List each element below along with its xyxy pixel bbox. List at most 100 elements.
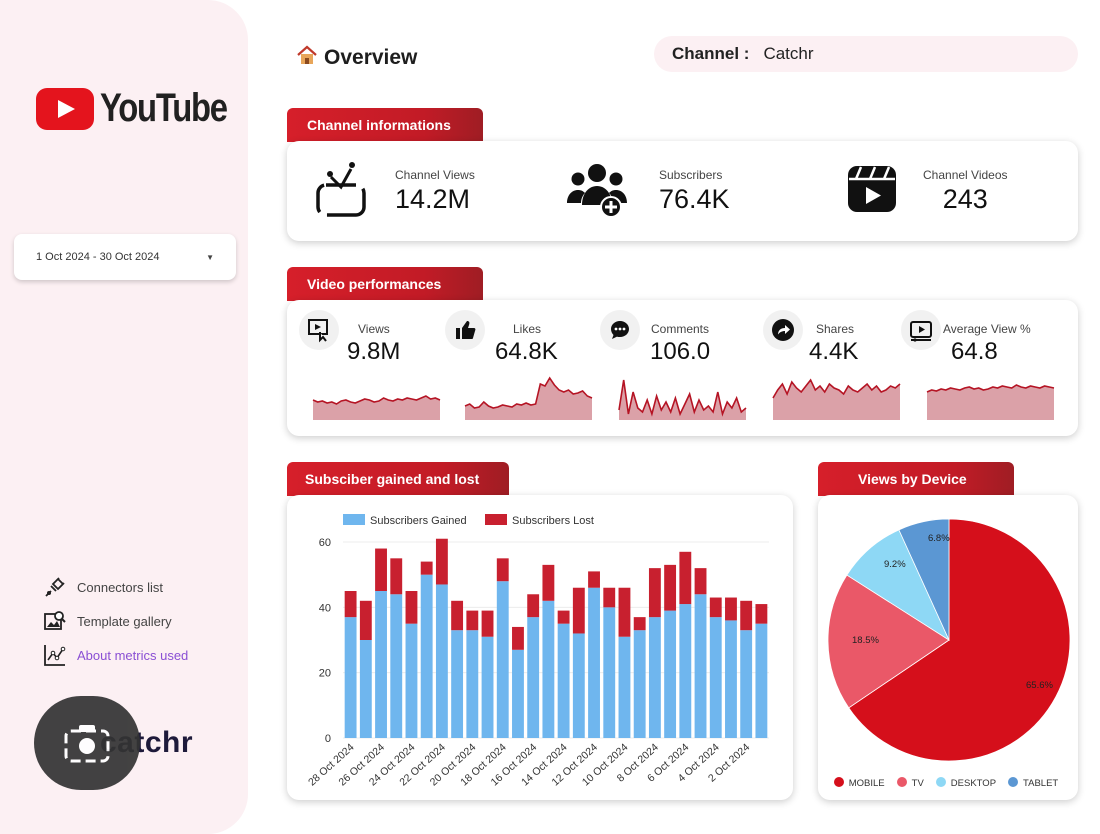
bar-lost [420, 561, 433, 575]
sparkline-line [312, 395, 441, 405]
legend-item-tv[interactable]: TV [896, 777, 924, 789]
sparkline-line [926, 384, 1055, 393]
bar-lost [405, 591, 418, 624]
section-tab-subscribers: Subsciber gained and lost [287, 462, 509, 496]
legend-dot [896, 777, 907, 787]
legend-item-desktop[interactable]: DESKTOP [935, 777, 997, 789]
bar-gained [588, 587, 600, 738]
caret-down-icon: ▼ [206, 252, 214, 262]
kpi-value: 243 [942, 183, 988, 214]
tv-icon [315, 159, 367, 224]
bar-gained [527, 617, 540, 738]
sparkline-area [773, 380, 900, 420]
pie-slice [827, 574, 950, 709]
bar-gained [344, 617, 357, 738]
bar-gained [664, 610, 677, 738]
device-chart-card: 65.6% 18.5% 9.2% 6.8% MOBILE TV DESKTOP TAB… [818, 495, 1078, 800]
channel-label: Channel : [672, 44, 750, 63]
perf-value: 9.8M [347, 338, 401, 365]
y-tick-label: 60 [319, 537, 331, 549]
kpi-label: Subscribers [659, 167, 723, 182]
pie-value-label: 65.6% [1026, 680, 1053, 691]
bar-gained [542, 600, 555, 738]
bar-lost [344, 591, 357, 618]
device-pie-chart: 65.6% 18.5% 9.2% 6.8% [827, 518, 1071, 762]
bar-lost [481, 610, 494, 637]
page-title-text: Overview [324, 46, 418, 69]
pie-value-label: 9.2% [884, 559, 906, 570]
bar-lost [390, 558, 403, 595]
bar-lost [451, 600, 464, 631]
pie-slice [898, 518, 950, 641]
bar-lost [694, 568, 707, 595]
kpi-value: 14.2M [395, 183, 471, 214]
sidebar-link-about-metrics[interactable]: About metrics used [42, 638, 188, 672]
section-tab-channel-info: Channel informations [287, 108, 483, 142]
bar-lost [755, 604, 768, 624]
bar-gained [512, 649, 524, 738]
section-title: Video performances [307, 276, 442, 292]
bar-gained [648, 617, 661, 738]
date-range-picker[interactable]: 1 Oct 2024 - 30 Oct 2024 ▼ [14, 234, 236, 280]
bar-gained [420, 574, 433, 738]
kpi-value: 76.4K [659, 183, 730, 214]
legend-label: DESKTOP [950, 778, 997, 789]
section-tab-device: Views by Device [818, 462, 1014, 496]
bar-lost [679, 551, 692, 605]
bar-gained [633, 630, 646, 738]
bar-gained [375, 591, 387, 738]
bar-gained [466, 630, 479, 738]
section-tab-video-perf: Video performances [287, 267, 483, 301]
gallery-search-icon [42, 608, 68, 634]
perf-value: 64.8K [495, 338, 558, 365]
kpi-label: Channel Views [395, 167, 475, 182]
legend-label-lost: Subscribers Lost [512, 515, 594, 527]
legend-label: TV [911, 778, 924, 789]
legend-label-gained: Subscribers Gained [370, 515, 467, 527]
sidebar-link-connectors[interactable]: Connectors list [42, 570, 188, 604]
youtube-play-icon [36, 87, 94, 130]
comments-icon [600, 310, 640, 350]
bar-gained [435, 584, 448, 738]
bar-lost [572, 587, 585, 634]
legend-swatch-lost [485, 514, 507, 525]
bar-lost [588, 571, 600, 588]
bar-lost [557, 610, 570, 624]
views-icon [299, 310, 339, 350]
share-icon [763, 310, 803, 350]
bar-lost [542, 564, 555, 601]
legend-item-mobile[interactable]: MOBILE [833, 777, 885, 789]
sparkline-area [313, 396, 440, 420]
sparkline-line [464, 376, 593, 409]
sparkline-line [772, 378, 901, 399]
sidebar-link-template-gallery[interactable]: Template gallery [42, 604, 188, 638]
bar-gained [679, 604, 692, 738]
bar-lost [740, 600, 753, 631]
channel-value: Catchr [763, 44, 814, 63]
kpi-label: Channel Videos [923, 167, 1008, 182]
bar-gained [481, 636, 494, 738]
video-perf-card: Views 9.8M Likes 64.8K Comments 106.0 Sh… [287, 300, 1078, 436]
bar-lost [603, 587, 616, 608]
legend-item-tablet[interactable]: TABLET [1008, 777, 1058, 789]
bar-lost [375, 548, 387, 591]
bar-gained [618, 636, 631, 738]
sparklines [312, 376, 1055, 420]
bar-lost [648, 568, 661, 618]
section-title: Channel informations [307, 117, 451, 133]
date-range-value: 1 Oct 2024 - 30 Oct 2024 [36, 251, 160, 263]
bar-lost [435, 538, 448, 585]
camera-overlay-icon [34, 696, 140, 790]
bar-gained [603, 607, 616, 738]
pie-slice [848, 518, 1071, 762]
sparkline-line [618, 379, 747, 417]
line-chart-icon [42, 642, 68, 668]
bar-lost [359, 600, 372, 640]
kpi-channel-views: Channel Views 14.2M [315, 141, 475, 241]
catchr-logo: catchr [34, 696, 193, 790]
channel-selector[interactable]: Channel : Catchr [654, 36, 1078, 72]
bar-lost [664, 564, 677, 611]
sidebar: YouTube 1 Oct 2024 - 30 Oct 2024 ▼ Conne… [0, 0, 248, 834]
legend-label: MOBILE [848, 778, 885, 789]
